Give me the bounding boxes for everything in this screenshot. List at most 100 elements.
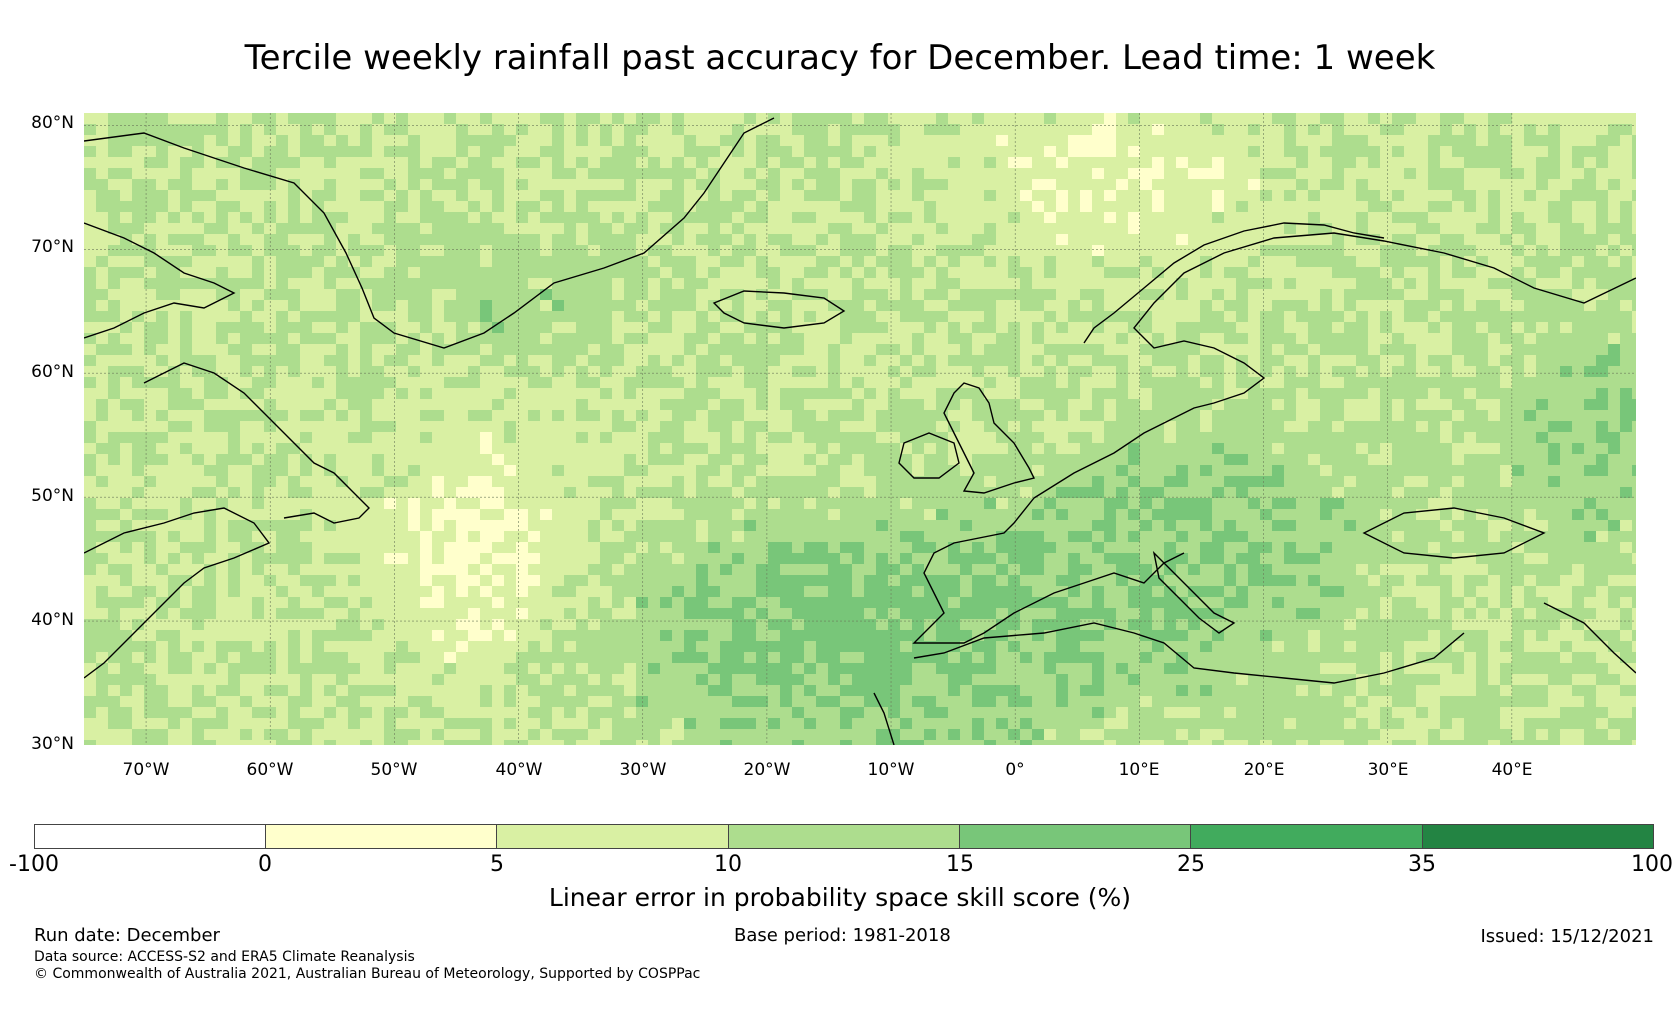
skill-cell [720,410,733,422]
skill-cell [132,388,145,400]
skill-cell [1404,355,1417,367]
skill-cell [1152,410,1165,422]
skill-cell [1080,300,1093,312]
skill-cell [156,333,169,345]
skill-cell [528,377,541,389]
skill-cell [396,388,409,400]
skill-cell [204,113,217,125]
skill-cell [1560,168,1573,180]
skill-cell [672,421,685,433]
skill-cell [1008,256,1021,268]
skill-cell [768,135,781,147]
skill-cell [1236,113,1249,125]
skill-cell [1044,509,1057,521]
skill-cell [576,289,589,301]
skill-cell [324,487,337,499]
skill-cell [444,278,457,290]
skill-cell [252,113,265,125]
skill-cell [636,443,649,455]
skill-cell [696,300,709,312]
skill-cell [768,487,781,499]
skill-cell [564,124,577,136]
skill-cell [204,135,217,147]
skill-cell [384,146,397,158]
skill-cell [912,520,925,532]
skill-cell [1032,124,1045,136]
skill-cell [996,476,1009,488]
skill-cell [1188,498,1201,510]
skill-cell [768,168,781,180]
skill-cell [852,267,865,279]
skill-cell [276,135,289,147]
skill-cell [744,311,757,323]
skill-cell [408,366,421,378]
skill-cell [144,443,157,455]
skill-cell [528,421,541,433]
skill-cell [768,190,781,202]
skill-cell [1296,443,1309,455]
skill-cell [600,113,613,125]
skill-cell [1080,465,1093,477]
skill-cell [552,201,565,213]
skill-cell [552,355,565,367]
skill-cell [648,333,661,345]
skill-cell [372,212,385,224]
skill-cell [996,311,1009,323]
skill-cell [300,278,313,290]
skill-cell [1596,168,1609,180]
skill-cell [912,223,925,235]
skill-cell [828,223,841,235]
skill-cell [192,377,205,389]
skill-cell [156,124,169,136]
skill-cell [1320,432,1333,444]
skill-cell [492,113,505,125]
skill-cell [120,377,133,389]
skill-cell [780,135,793,147]
skill-cell [516,498,529,510]
skill-cell [768,113,781,125]
skill-cell [216,487,229,499]
skill-cell [1548,355,1561,367]
skill-cell [816,256,829,268]
skill-cell [1464,432,1477,444]
skill-cell [360,146,373,158]
skill-cell [1452,399,1465,411]
skill-cell [360,179,373,191]
skill-cell [228,190,241,202]
lat-label-60: 60°N [31,362,74,382]
skill-cell [1140,509,1153,521]
skill-cell [1104,465,1117,477]
skill-cell [936,520,949,532]
skill-cell [384,399,397,411]
skill-cell [360,476,373,488]
skill-cell [1500,256,1513,268]
skill-cell [1236,322,1249,334]
skill-cell [984,465,997,477]
skill-cell [876,168,889,180]
skill-cell [216,520,229,532]
skill-cell [660,300,673,312]
skill-cell [1548,278,1561,290]
skill-cell [1284,256,1297,268]
skill-cell [96,223,109,235]
skill-cell [1356,179,1369,191]
skill-cell [552,179,565,191]
skill-cell [168,333,181,345]
skill-cell [948,124,961,136]
skill-cell [1452,509,1465,521]
skill-cell [132,487,145,499]
skill-cell [384,355,397,367]
skill-cell [420,366,433,378]
skill-cell [1116,465,1129,477]
skill-cell [432,234,445,246]
skill-cell [1236,487,1249,499]
skill-cell [1608,135,1621,147]
skill-cell [204,476,217,488]
skill-cell [384,223,397,235]
skill-cell [120,201,133,213]
skill-cell [1164,476,1177,488]
skill-cell [480,465,493,477]
skill-cell [1044,487,1057,499]
skill-cell [1332,146,1345,158]
skill-cell [240,333,253,345]
